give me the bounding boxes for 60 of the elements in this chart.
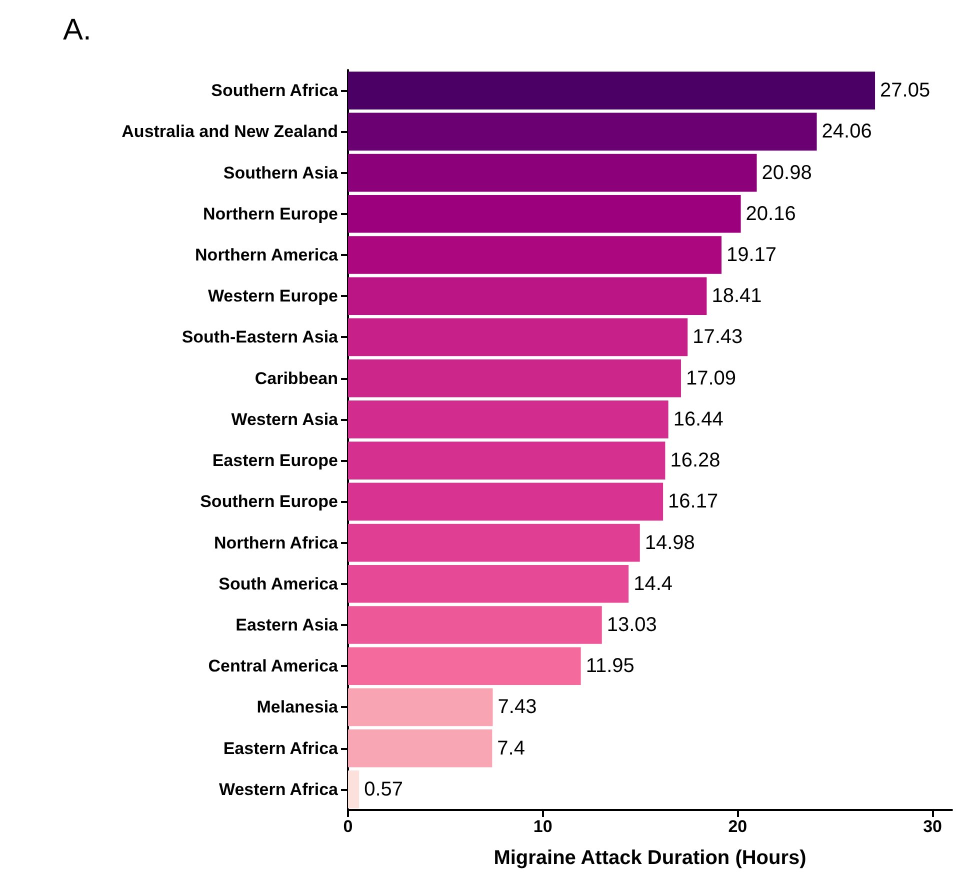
bar	[348, 400, 668, 438]
bar	[348, 770, 360, 808]
data-label: 27.05	[880, 80, 930, 102]
data-label: 16.28	[670, 450, 720, 472]
y-tick-label: Southern Africa	[211, 81, 339, 100]
y-tick-label: Melanesia	[256, 698, 339, 717]
data-label: 24.06	[822, 120, 872, 143]
bar	[348, 564, 629, 603]
bar	[348, 277, 707, 316]
bar	[348, 606, 602, 644]
data-label: 0.57	[364, 778, 404, 800]
y-tick-label: Australia and New Zealand	[122, 122, 338, 142]
data-label: 19.17	[726, 244, 777, 266]
x-tick-label: 20	[728, 817, 748, 836]
y-tick-label: Eastern Africa	[223, 738, 339, 758]
bar	[348, 524, 640, 562]
x-axis-title: Migraine Attack Duration (Hours)	[494, 847, 806, 869]
data-label: 16.44	[673, 408, 724, 430]
data-label: 14.4	[634, 572, 673, 595]
data-label: 7.4	[497, 737, 525, 760]
y-tick-label: Northern Europe	[202, 204, 338, 224]
bar	[348, 318, 688, 356]
y-tick-label: Northern Africa	[214, 533, 339, 552]
y-tick-label: Western Europe	[208, 286, 338, 306]
bar	[348, 442, 666, 480]
data-label: 14.98	[644, 532, 695, 554]
data-label: 7.43	[498, 696, 537, 718]
bar	[348, 72, 876, 110]
y-tick-label: Caribbean	[254, 368, 338, 388]
data-label: 11.95	[586, 655, 634, 678]
x-tick-label: 30	[923, 817, 942, 836]
bar	[348, 236, 722, 274]
data-label: 17.43	[692, 326, 743, 348]
bar	[348, 112, 817, 151]
y-tick-label: South America	[218, 574, 339, 594]
x-tick-label: 0	[343, 817, 353, 836]
y-tick-label: Central America	[208, 656, 339, 676]
data-label: 17.09	[686, 367, 736, 390]
y-tick-label: Western Africa	[218, 780, 339, 799]
data-label: 20.16	[746, 202, 796, 225]
y-tick-label: South-Eastern Asia	[182, 328, 339, 347]
data-label: 18.41	[712, 285, 762, 308]
y-tick-label: Eastern Asia	[236, 616, 339, 634]
bar	[348, 154, 757, 192]
x-tick-label: 10	[533, 817, 552, 836]
bar	[348, 194, 741, 233]
text: A.	[63, 14, 92, 46]
y-tick-label: Eastern Europe	[212, 451, 338, 470]
y-tick-label: Southern Europe	[200, 492, 338, 512]
data-label: 16.17	[668, 490, 718, 513]
bar	[348, 359, 681, 398]
y-tick-label: Western Asia	[231, 410, 339, 429]
data-label: 20.98	[762, 162, 812, 184]
y-tick-label: Northern America	[195, 246, 339, 264]
bar	[348, 688, 493, 726]
data-label: 13.03	[606, 614, 657, 636]
bar	[348, 729, 492, 768]
bar	[348, 647, 581, 686]
y-tick-label: Southern Asia	[223, 163, 339, 182]
bar	[348, 482, 664, 521]
